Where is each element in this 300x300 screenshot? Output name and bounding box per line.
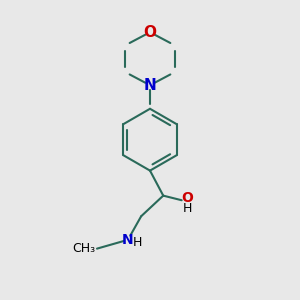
- Text: N: N: [122, 233, 134, 247]
- Text: H: H: [133, 236, 142, 249]
- Text: N: N: [144, 78, 156, 93]
- Text: CH₃: CH₃: [72, 242, 95, 255]
- Text: O: O: [143, 25, 157, 40]
- Text: O: O: [182, 191, 193, 205]
- Text: H: H: [183, 202, 192, 214]
